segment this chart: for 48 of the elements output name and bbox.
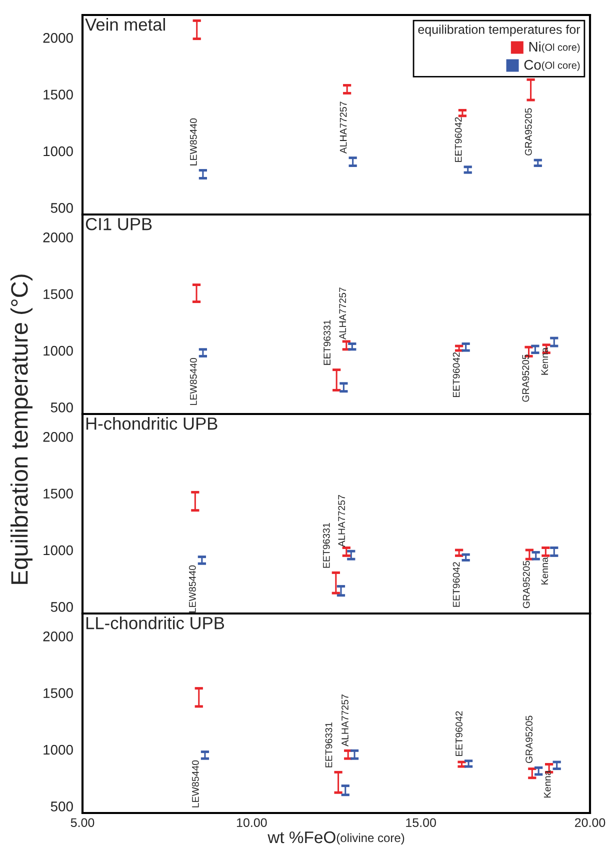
annotation: GRA95205	[526, 716, 532, 764]
y-tick-label: 500	[50, 203, 73, 213]
y-tick-label: 1000	[44, 545, 73, 556]
legend-title: equilibration temperatures for	[418, 24, 580, 36]
annotation: LEW85440	[190, 118, 197, 166]
y-tick-label: 1500	[44, 488, 73, 499]
annotation: GRA95205	[522, 560, 530, 608]
annotation: Kenna	[541, 557, 548, 584]
annotation: Kenna	[541, 347, 548, 375]
annotation: LEW85440	[188, 565, 196, 612]
y-tick-label: 1000	[44, 146, 73, 156]
chart-title: CI1 UPB	[86, 218, 152, 230]
annotation: EET96042	[452, 562, 460, 607]
y-tick-label: 1000	[44, 744, 73, 755]
y-tick-label: 2000	[43, 632, 73, 642]
y-tick-label: 2000	[43, 33, 73, 43]
annotation: GRA95205	[522, 354, 530, 402]
chart-title: Vein metal	[85, 18, 165, 31]
annotation: ALHA77257	[338, 495, 346, 547]
x-tick-label: 10.00	[236, 818, 267, 828]
y-tick-label: 1500	[44, 688, 73, 698]
annotation: EET96042	[454, 117, 462, 162]
y-tick-label: 500	[50, 602, 73, 612]
annotation: EET96331	[324, 320, 330, 365]
annotation: ALHA77257	[339, 288, 346, 340]
y-tick-label: 1500	[44, 90, 73, 100]
x-tick-label: 5.00	[70, 818, 94, 828]
y-tick-label: 2000	[43, 432, 73, 442]
y-tick-label: 2000	[43, 232, 73, 242]
annotation: EET96331	[322, 523, 330, 568]
annotation: EET96042	[452, 352, 460, 398]
x-tick-label: 15.00	[406, 818, 436, 828]
annotation: ALHA77257	[340, 102, 347, 154]
y-tick-label: 1500	[44, 289, 73, 300]
chart-title: LL-chondritic UPB	[86, 616, 224, 630]
annotation: GRA95205	[524, 108, 532, 156]
annotation: Kenna	[544, 770, 551, 798]
y-axis-title: Equilibration temperature (°C)	[10, 274, 32, 584]
annotation: LEW85440	[192, 760, 199, 808]
annotation: EET96042	[456, 711, 462, 756]
annotation: LEW85440	[190, 358, 197, 405]
x-tick-label: 20.00	[574, 818, 606, 828]
annotation: ALHA77257	[342, 694, 348, 746]
y-tick-label: 500	[50, 402, 73, 412]
chart-title: H-chondritic UPB	[86, 416, 218, 430]
y-tick-label: 500	[50, 802, 73, 812]
y-tick-label: 1000	[44, 346, 73, 356]
annotation: EET96331	[325, 722, 332, 768]
